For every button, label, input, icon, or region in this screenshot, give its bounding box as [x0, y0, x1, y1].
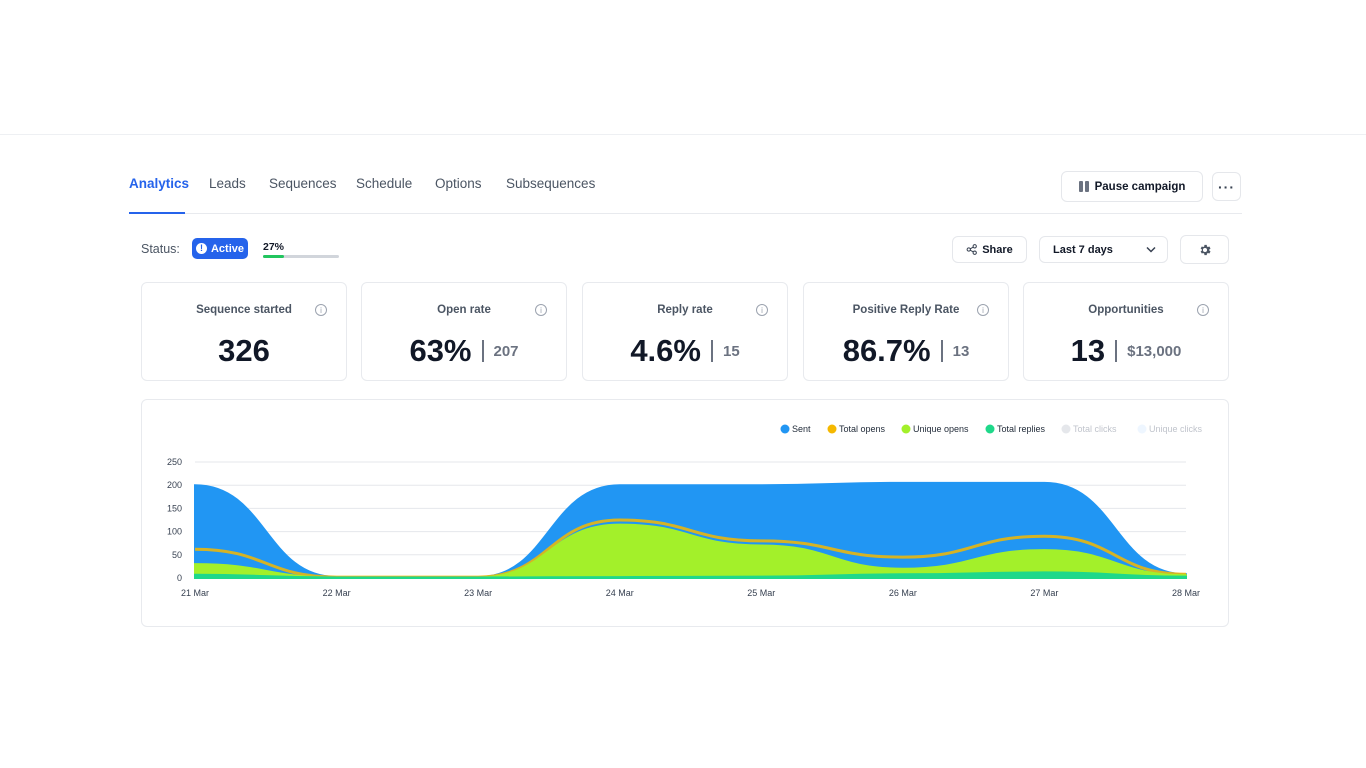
- metric-value: 4.6%: [630, 333, 701, 368]
- y-tick-label: 0: [177, 573, 182, 583]
- metric-title: Open rate: [437, 304, 491, 316]
- x-tick-label: 28 Mar: [1172, 588, 1200, 598]
- metric-card-opportunities: Opportunities i 13 $13,000: [1023, 282, 1229, 381]
- date-range-value: Last 7 days: [1053, 243, 1113, 256]
- x-tick-label: 23 Mar: [464, 588, 492, 598]
- legend-label: Total replies: [997, 424, 1046, 434]
- share-icon: [966, 244, 978, 255]
- legend-label: Total clicks: [1073, 424, 1117, 434]
- metric-secondary-value: 15: [722, 342, 740, 360]
- info-icon[interactable]: i: [977, 304, 989, 316]
- info-icon[interactable]: i: [535, 304, 547, 316]
- share-button[interactable]: Share: [952, 236, 1027, 263]
- status-badge-label: Active: [210, 242, 245, 255]
- x-tick-label: 21 Mar: [181, 588, 209, 598]
- metric-title: Reply rate: [657, 304, 713, 316]
- metric-secondary-value: $13,000: [1127, 342, 1182, 360]
- y-tick-label: 250: [167, 457, 182, 467]
- metric-card-open-rate: Open rate i 63% 207: [361, 282, 567, 381]
- metric-title: Positive Reply Rate: [852, 304, 960, 316]
- alert-icon: !: [195, 243, 207, 254]
- x-tick-label: 26 Mar: [889, 588, 917, 598]
- metric-separator: [481, 340, 484, 362]
- legend-marker: [780, 424, 790, 434]
- metric-card-positive-reply-rate: Positive Reply Rate i 86.7% 13: [803, 282, 1009, 381]
- metric-title: Sequence started: [196, 304, 292, 316]
- y-tick-label: 50: [172, 550, 182, 560]
- metric-card-reply-rate: Reply rate i 4.6% 15: [582, 282, 788, 381]
- progress-bar: [263, 255, 339, 258]
- y-tick-label: 100: [167, 527, 182, 537]
- active-tab-indicator: [129, 212, 185, 214]
- legend-label: Unique opens: [913, 424, 969, 434]
- metric-separator: [940, 340, 943, 362]
- legend-label: Unique clicks: [1149, 424, 1203, 434]
- info-icon[interactable]: i: [315, 304, 327, 316]
- tab-analytics[interactable]: Analytics: [129, 176, 190, 191]
- tab-sequences[interactable]: Sequences: [269, 176, 337, 191]
- metric-value-group: 13 $13,000: [1024, 333, 1228, 369]
- more-options-button[interactable]: ···: [1212, 172, 1241, 201]
- series-area-total-replies: [194, 571, 1187, 579]
- metric-value: 63%: [409, 333, 472, 368]
- legend-label: Total opens: [839, 424, 886, 434]
- legend-marker: [827, 424, 837, 434]
- more-icon: ···: [1218, 178, 1235, 195]
- info-icon[interactable]: i: [756, 304, 768, 316]
- metric-value-group: 63% 207: [362, 333, 566, 369]
- progress-bar-fill: [263, 255, 284, 258]
- metric-value-group: 4.6% 15: [583, 333, 787, 369]
- chevron-down-icon: [1146, 246, 1156, 253]
- metric-value-group: 86.7% 13: [804, 333, 1008, 369]
- metric-value-group: 326: [142, 333, 346, 369]
- x-tick-label: 27 Mar: [1030, 588, 1058, 598]
- metric-separator: [1115, 340, 1118, 362]
- top-divider: [0, 134, 1366, 135]
- tab-leads[interactable]: Leads: [209, 176, 246, 191]
- legend-marker: [1137, 424, 1147, 434]
- y-tick-label: 150: [167, 503, 182, 513]
- metric-separator: [710, 340, 713, 362]
- y-tick-label: 200: [167, 480, 182, 490]
- tab-schedule[interactable]: Schedule: [356, 176, 413, 191]
- metric-value: 13: [1070, 333, 1106, 368]
- legend-marker: [901, 424, 911, 434]
- analytics-chart-card: 0 50 100 150 200 250 21 Mar 22 Mar 23 Mar 24 Mar 2…: [141, 399, 1229, 627]
- tab-subsequences[interactable]: Subsequences: [506, 176, 596, 191]
- status-label: Status:: [141, 242, 180, 256]
- legend-marker: [1061, 424, 1071, 434]
- metric-value: 326: [218, 333, 270, 368]
- info-icon[interactable]: i: [1197, 304, 1209, 316]
- pause-campaign-label: Pause campaign: [1094, 180, 1186, 193]
- legend-marker: [985, 424, 995, 434]
- metric-value: 86.7%: [842, 333, 931, 368]
- share-label: Share: [982, 243, 1013, 256]
- metric-secondary-value: 207: [493, 342, 519, 360]
- analytics-chart: 0 50 100 150 200 250 21 Mar 22 Mar 23 Mar 24 Mar 2…: [167, 424, 1203, 598]
- legend-label: Sent: [792, 424, 811, 434]
- metric-title: Opportunities: [1088, 304, 1164, 316]
- x-tick-label: 24 Mar: [606, 588, 634, 598]
- date-range-select[interactable]: Last 7 days: [1039, 236, 1168, 263]
- settings-button[interactable]: [1180, 235, 1229, 264]
- gear-icon: [1200, 244, 1211, 255]
- x-tick-label: 22 Mar: [323, 588, 351, 598]
- status-badge[interactable]: ! Active: [192, 238, 248, 259]
- campaign-tabs: Analytics Leads Sequences Schedule Optio…: [129, 170, 1242, 214]
- pause-campaign-button[interactable]: Pause campaign: [1061, 171, 1203, 202]
- pause-icon: [1078, 181, 1089, 192]
- metric-secondary-value: 13: [952, 342, 970, 360]
- x-tick-label: 25 Mar: [747, 588, 775, 598]
- progress-label: 27%: [263, 241, 285, 253]
- metric-card-sequence-started: Sequence started i 326: [141, 282, 347, 381]
- tab-options[interactable]: Options: [435, 176, 482, 191]
